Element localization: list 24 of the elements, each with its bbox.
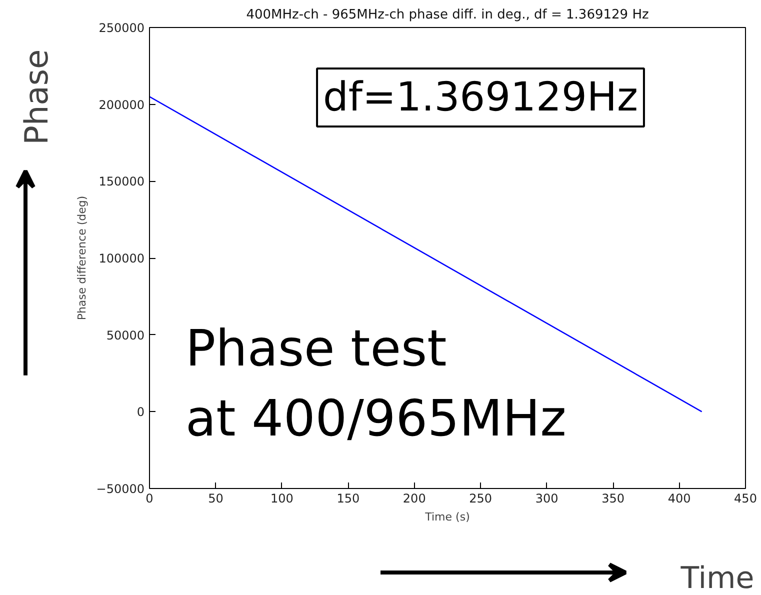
y-tick-label: 50000 <box>106 328 145 342</box>
y-tick-label: 250000 <box>98 21 145 35</box>
annotation: Phase test at 400/965MHz <box>186 320 566 448</box>
y-tick-label: −50000 <box>96 482 145 496</box>
x-axis-title: Time (s) <box>424 510 470 524</box>
chart-title: 400MHz-ch - 965MHz-ch phase diff. in deg., df = 1.369129 Hz <box>246 8 649 22</box>
x-tick-label: 50 <box>208 492 224 506</box>
y-tick-label: 0 <box>136 405 145 420</box>
y-tick-label: 200000 <box>98 98 145 112</box>
text: Time <box>680 561 754 595</box>
annotation: df=1.369129Hz <box>323 74 638 120</box>
x-tick-label: 350 <box>602 492 625 506</box>
x-tick-label: 0 <box>146 492 154 506</box>
x-tick-label: 400 <box>668 492 691 506</box>
y-axis-title: Phase difference (deg) <box>75 196 88 320</box>
x-tick-label: 250 <box>469 492 492 506</box>
x-tick-label: 200 <box>402 492 426 506</box>
x-tick-label: 300 <box>535 492 558 506</box>
y-tick-label: 150000 <box>98 174 145 189</box>
x-tick-label: 100 <box>270 492 294 506</box>
x-tick-label: 450 <box>734 492 757 506</box>
text: Phase <box>18 49 56 145</box>
y-tick-label: 100000 <box>98 252 145 266</box>
x-tick-label: 150 <box>336 492 360 506</box>
